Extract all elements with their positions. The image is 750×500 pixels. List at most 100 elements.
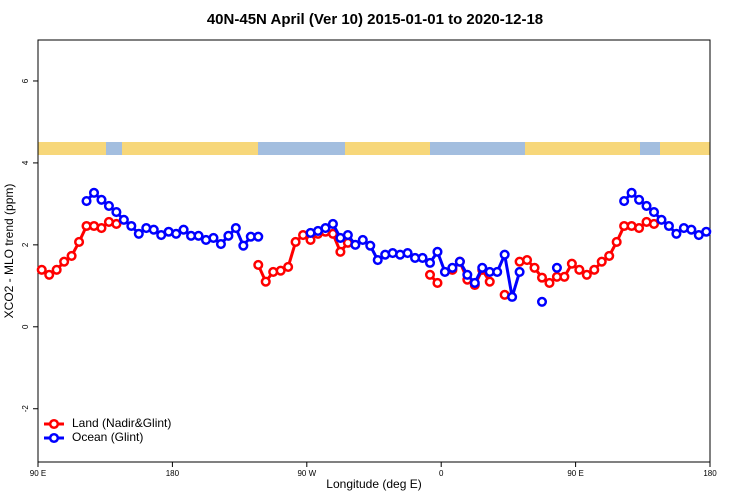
point [424,269,436,280]
point [432,246,443,257]
legend-label: Land (Nadir&Glint) [72,416,171,430]
x-tick-label: 90 E [30,469,46,478]
point [574,264,585,275]
point [402,247,413,259]
point [447,262,458,273]
point [477,262,488,273]
point [74,236,85,248]
point [178,224,189,235]
point [342,229,353,241]
point [275,265,286,276]
point [320,223,331,234]
point [656,214,667,225]
point [171,228,182,239]
point [551,262,562,273]
point [536,272,548,283]
point [357,234,368,245]
point [589,264,600,275]
point [611,236,622,248]
point [372,254,383,266]
y-tick-label: 4 [21,160,30,165]
point [522,254,533,266]
point [96,194,107,205]
point [634,223,645,234]
point [215,238,226,250]
legend-label: Ocean (Glint) [72,430,143,444]
point [439,266,450,277]
point [327,218,338,230]
point [81,195,92,207]
point [469,277,480,289]
point [238,240,249,251]
point [663,220,674,232]
legend-marker [48,418,60,430]
point [253,231,264,242]
point [507,291,518,302]
point [118,214,129,225]
point [96,223,107,234]
point [103,200,114,211]
point [648,207,660,218]
point [634,194,645,205]
point [223,230,234,241]
point [133,228,144,239]
point [111,207,122,218]
x-axis-label: Longitude (deg E) [326,477,421,491]
y-tick-label: 6 [21,78,30,83]
x-tick-label: 180 [703,469,717,478]
point [701,226,712,237]
point [536,296,548,307]
point [544,277,555,289]
point [365,240,376,251]
point [148,224,159,235]
point [492,266,503,277]
chart-title: 40N-45N April (Ver 10) 2015-01-01 to 202… [207,11,543,28]
point [283,261,294,273]
x-tick-label: 90 E [567,469,583,478]
point [604,250,615,261]
point [454,256,465,267]
point [230,223,241,234]
point [126,220,137,232]
point [648,218,660,230]
point [424,257,436,268]
point [484,276,495,287]
point [208,232,219,243]
y-tick-label: 2 [21,242,30,247]
point [193,230,204,241]
y-tick-label: 0 [21,324,30,329]
point [44,269,55,280]
map-strip [38,142,710,155]
plot-frame [37,39,711,463]
legend-marker [48,432,60,444]
point [559,271,570,282]
point [350,239,361,250]
point [51,264,62,275]
point [111,218,122,230]
x-tick-label: 180 [166,469,180,478]
point [671,228,682,239]
point [581,269,592,280]
point [641,200,652,211]
point [499,249,510,260]
point [253,259,264,270]
point [432,277,443,289]
point [566,258,577,269]
point [36,264,47,275]
point [66,250,77,261]
point [88,187,100,198]
point [417,252,428,264]
point [529,262,540,273]
point [686,224,697,235]
x-tick-label: 90 W [297,469,316,478]
point [335,246,346,257]
point [596,256,607,267]
point [290,236,301,248]
y-tick-label: -2 [21,405,30,413]
point [514,266,525,277]
y-axis-label: XCO2 - MLO trend (ppm) [2,184,16,319]
point [260,276,271,287]
point [59,256,70,267]
point [462,269,473,280]
